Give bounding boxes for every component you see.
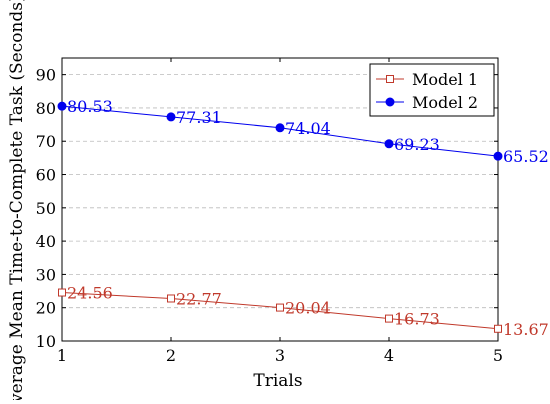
y-tick-label: 50 (36, 199, 56, 218)
data-label: 24.56 (67, 284, 113, 303)
data-point (166, 112, 176, 122)
legend-marker (386, 75, 394, 83)
data-point (167, 294, 175, 303)
legend-label: Model 1 (412, 70, 478, 89)
y-tick-label: 90 (36, 66, 56, 85)
x-tick-label: 4 (384, 346, 394, 365)
legend: Model 1 Model 2 (369, 63, 495, 117)
axes: 10 20 30 40 50 60 70 80 90 1 2 3 4 5 (36, 57, 503, 365)
data-label: 22.77 (176, 289, 222, 308)
data-label: 16.73 (394, 310, 440, 329)
data-label: 77.31 (176, 108, 222, 127)
data-labels: 24.56 22.77 20.04 16.73 13.67 80.53 77.31 74.04… (67, 97, 549, 339)
series-1 (58, 288, 502, 333)
data-point (58, 288, 66, 297)
y-tick-label: 10 (36, 332, 56, 351)
data-label: 74.04 (285, 119, 331, 138)
data-label: 20.04 (285, 299, 331, 318)
y-tick-label: 60 (36, 166, 56, 185)
x-tick-label: 5 (493, 346, 503, 365)
data-point (494, 324, 502, 333)
data-point (385, 314, 393, 323)
legend-marker (385, 97, 395, 107)
legend-label: Model 2 (412, 93, 478, 112)
y-tick-label: 20 (36, 299, 56, 318)
series-group (57, 101, 503, 333)
data-point (384, 139, 394, 149)
y-tick-label: 80 (36, 99, 56, 118)
data-point (276, 303, 284, 312)
data-label: 13.67 (503, 320, 549, 339)
y-tick-label: 30 (36, 265, 56, 284)
y-axis-label: Average Mean Time-to-Complete Task (Seco… (7, 0, 27, 400)
data-label: 65.52 (503, 147, 549, 166)
series-2 (57, 101, 503, 161)
legend-box (369, 63, 495, 117)
y-tick-label: 40 (36, 232, 56, 251)
x-tick-label: 3 (275, 346, 285, 365)
data-label: 80.53 (67, 97, 113, 116)
data-point (57, 101, 67, 111)
data-point (275, 123, 285, 133)
x-tick-label: 1 (57, 346, 67, 365)
x-tick-label: 2 (166, 346, 176, 365)
data-point (493, 151, 503, 161)
y-tick-label: 70 (36, 132, 56, 151)
data-label: 69.23 (394, 135, 440, 154)
x-axis-label: Trials (253, 371, 302, 391)
legend-entry: Model 2 (376, 93, 478, 112)
legend-entry: Model 1 (376, 70, 478, 89)
